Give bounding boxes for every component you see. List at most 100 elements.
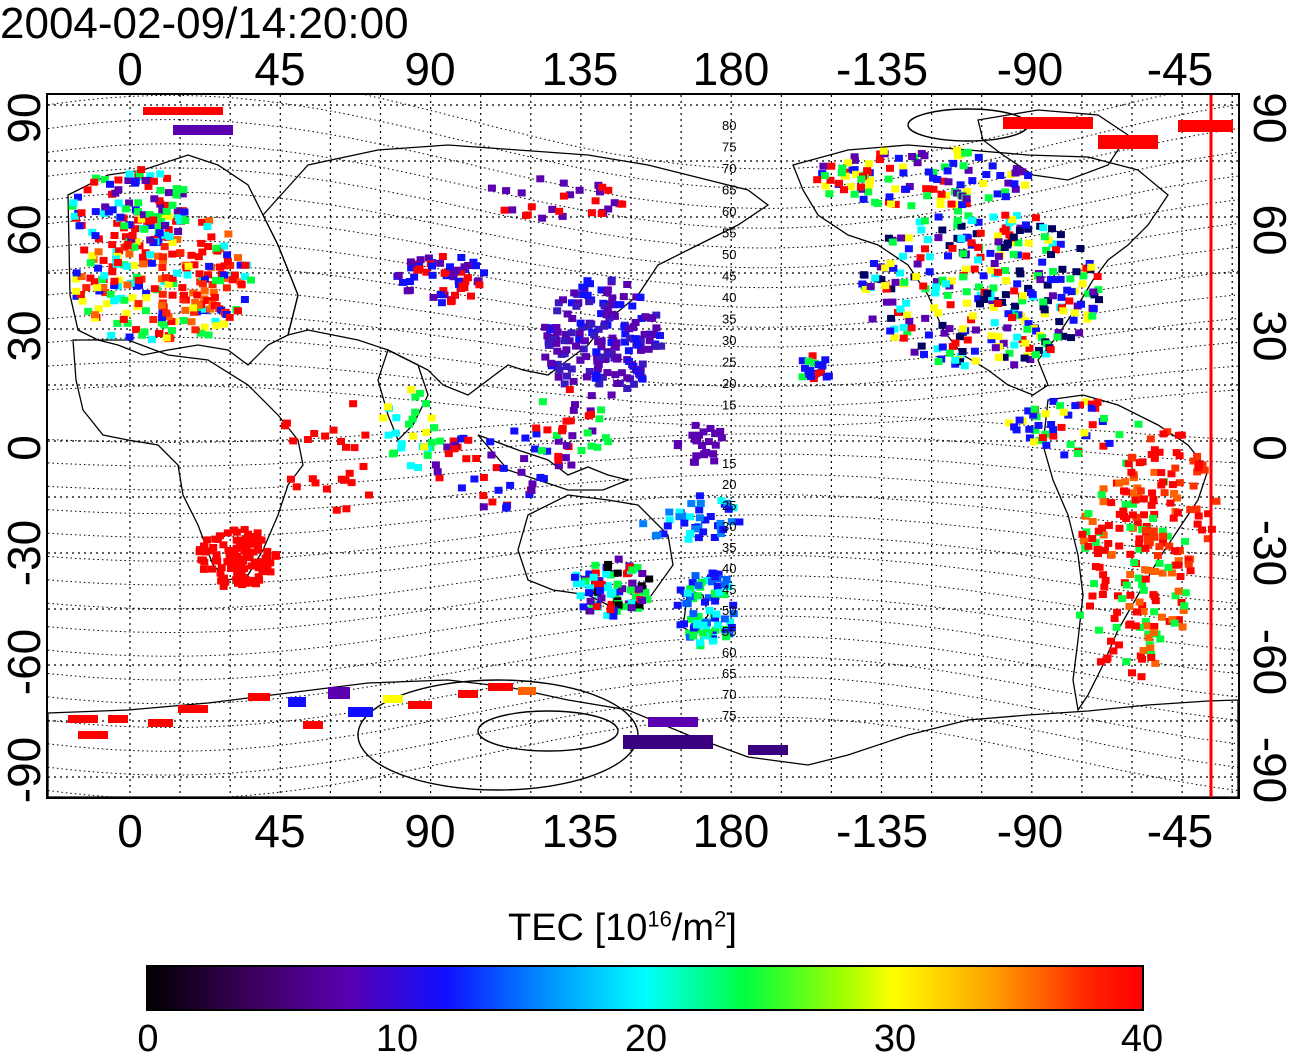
tec-cell <box>1212 497 1221 505</box>
tec-cell <box>629 324 638 332</box>
tec-cell <box>848 166 857 174</box>
tec-cell <box>604 438 613 446</box>
tec-cell <box>838 164 847 172</box>
tec-cell <box>345 469 354 477</box>
tec-cell <box>195 546 204 554</box>
tec-cell <box>717 497 726 505</box>
tec-cell <box>70 212 79 220</box>
tec-cell <box>461 278 470 286</box>
tec-cell <box>665 508 674 516</box>
tec-cell <box>976 300 984 308</box>
tec-cell <box>824 372 833 380</box>
tec-cell <box>724 505 733 513</box>
contour-label: 80 <box>722 118 736 133</box>
tec-cell <box>709 637 718 645</box>
tec-cell <box>237 280 246 288</box>
tec-cell <box>644 345 653 353</box>
tec-cell <box>388 450 397 458</box>
tec-cell <box>1115 479 1124 487</box>
tec-cell <box>180 291 188 299</box>
tec-cell <box>1100 415 1108 422</box>
tec-cell <box>457 268 466 276</box>
tec-cell <box>882 298 891 306</box>
tec-cell <box>225 313 234 321</box>
tec-cell <box>1078 530 1087 538</box>
lat-tick-left: 90 <box>0 92 50 144</box>
tec-cell <box>962 233 971 241</box>
tec-cell <box>1178 623 1187 631</box>
tec-cell <box>711 626 720 634</box>
tec-cell <box>899 323 908 331</box>
tec-cell <box>692 437 701 445</box>
tec-cell <box>216 569 225 577</box>
tec-cell <box>1009 239 1018 247</box>
tec-cell <box>1115 524 1124 532</box>
tec-cell <box>101 203 110 211</box>
tec-cell <box>953 216 962 224</box>
tec-cell <box>959 325 967 333</box>
tec-cell <box>563 310 572 318</box>
tec-cell <box>884 234 893 242</box>
tec-cell <box>240 526 249 533</box>
tec-cell <box>541 323 550 331</box>
tec-cell <box>648 314 657 322</box>
tec-cell <box>633 563 642 571</box>
tec-cell <box>1104 540 1113 547</box>
tec-cell <box>682 599 691 607</box>
tec-cell <box>1139 647 1148 654</box>
tec-cell <box>553 307 562 315</box>
tec-cell <box>715 589 724 597</box>
tec-strip <box>1003 117 1093 129</box>
tec-cell <box>995 354 1003 361</box>
tec-cell <box>558 212 567 220</box>
tec-cell <box>940 163 949 171</box>
tec-cell <box>591 561 600 569</box>
lat-tick-left: 30 <box>0 310 50 362</box>
tec-cell <box>1119 507 1128 515</box>
contour-label: 65 <box>722 666 736 681</box>
tec-cell <box>1099 485 1108 493</box>
tec-cell <box>1038 334 1046 342</box>
tec-cell <box>205 217 214 225</box>
tec-cell <box>603 306 612 314</box>
tec-cell <box>586 597 595 605</box>
tec-cell <box>1000 353 1009 361</box>
tec-cell <box>164 226 173 234</box>
tec-cell <box>673 442 682 450</box>
tec-cell <box>598 373 607 381</box>
tec-cell <box>1021 339 1030 347</box>
tec-cell <box>938 276 947 284</box>
tec-cell <box>499 464 508 472</box>
tec-cell <box>220 242 229 250</box>
tec-cell <box>1200 466 1209 474</box>
tec-cell <box>1004 310 1013 318</box>
tec-cell <box>1120 487 1128 495</box>
tec-cell <box>597 581 606 589</box>
tec-strip <box>328 687 350 699</box>
tec-cell <box>581 577 590 585</box>
tec-cell <box>72 275 81 283</box>
tec-cell <box>1043 281 1052 289</box>
tec-cell <box>652 324 661 332</box>
tec-cell <box>520 455 529 463</box>
tec-cell <box>996 172 1005 179</box>
tec-cell <box>521 434 530 442</box>
tec-cell <box>552 328 561 336</box>
tec-cell <box>199 565 208 573</box>
tec-cell <box>553 360 562 368</box>
tec-cell <box>204 243 213 250</box>
contour-label: 60 <box>722 204 736 219</box>
tec-cell <box>205 262 214 270</box>
tec-cell <box>137 215 146 223</box>
contour-label: 50 <box>722 603 736 618</box>
tec-cell <box>232 575 241 583</box>
tec-cell <box>987 267 996 274</box>
tec-cell <box>1000 244 1009 251</box>
tec-cell <box>137 166 146 174</box>
tec-cell <box>608 334 617 342</box>
tec-cell <box>156 219 165 226</box>
lat-tick-right: 90 <box>1244 92 1292 144</box>
tec-cell <box>1020 181 1029 189</box>
tec-cell <box>1186 506 1195 514</box>
tec-cell <box>74 193 82 201</box>
